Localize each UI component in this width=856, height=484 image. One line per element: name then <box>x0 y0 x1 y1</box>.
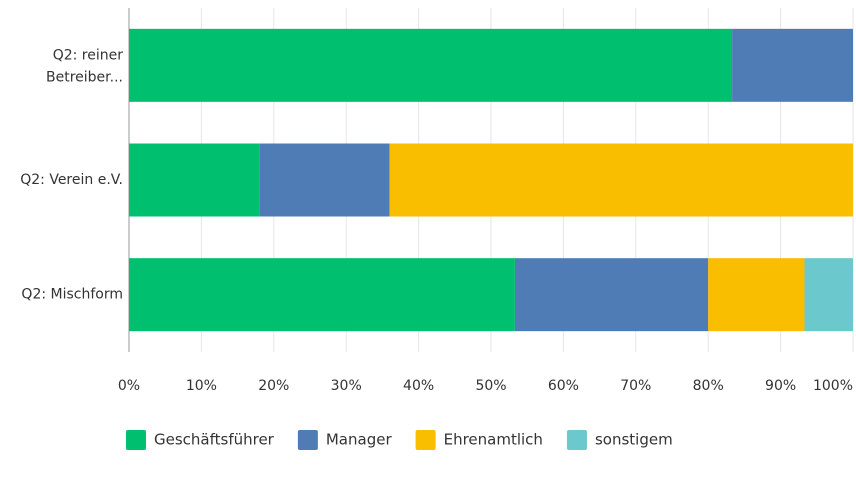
legend-swatch <box>297 430 318 450</box>
legend-swatch <box>415 430 436 450</box>
bar-segment <box>129 143 260 217</box>
bar-segment <box>514 258 709 332</box>
x-tick-label: 40% <box>403 378 434 394</box>
legend-label: Geschäftsführer <box>154 431 275 449</box>
x-tick-label: 90% <box>765 378 796 394</box>
bar-segment <box>389 143 853 217</box>
x-tick-label: 10% <box>186 378 217 394</box>
legend-label: Ehrenamtlich <box>444 431 543 449</box>
x-tick-label: 0% <box>118 378 140 394</box>
bar-segment <box>708 258 805 332</box>
bar-segment <box>804 258 853 332</box>
bar-segment <box>259 143 390 217</box>
y-tick-label: Q2: Mischform <box>21 287 123 303</box>
legend-swatch <box>126 430 146 450</box>
x-tick-label: 50% <box>475 378 506 394</box>
x-tick-label: 20% <box>258 378 289 394</box>
legend-label: Manager <box>326 431 393 449</box>
x-tick-label: 30% <box>331 378 362 394</box>
bar-segment <box>732 28 853 102</box>
legend-swatch <box>566 430 587 450</box>
x-tick-label: 100% <box>813 378 853 394</box>
bar-segment <box>129 258 515 332</box>
x-tick-label: 60% <box>548 378 579 394</box>
y-tick-label: Q2: Verein e.V. <box>20 172 123 188</box>
x-tick-label: 80% <box>693 378 724 394</box>
y-tick-label: Q2: reiner Betreiber... <box>46 47 123 85</box>
x-tick-label: 70% <box>620 378 651 394</box>
bar-segment <box>129 28 733 102</box>
legend-label: sonstigem <box>595 431 673 449</box>
